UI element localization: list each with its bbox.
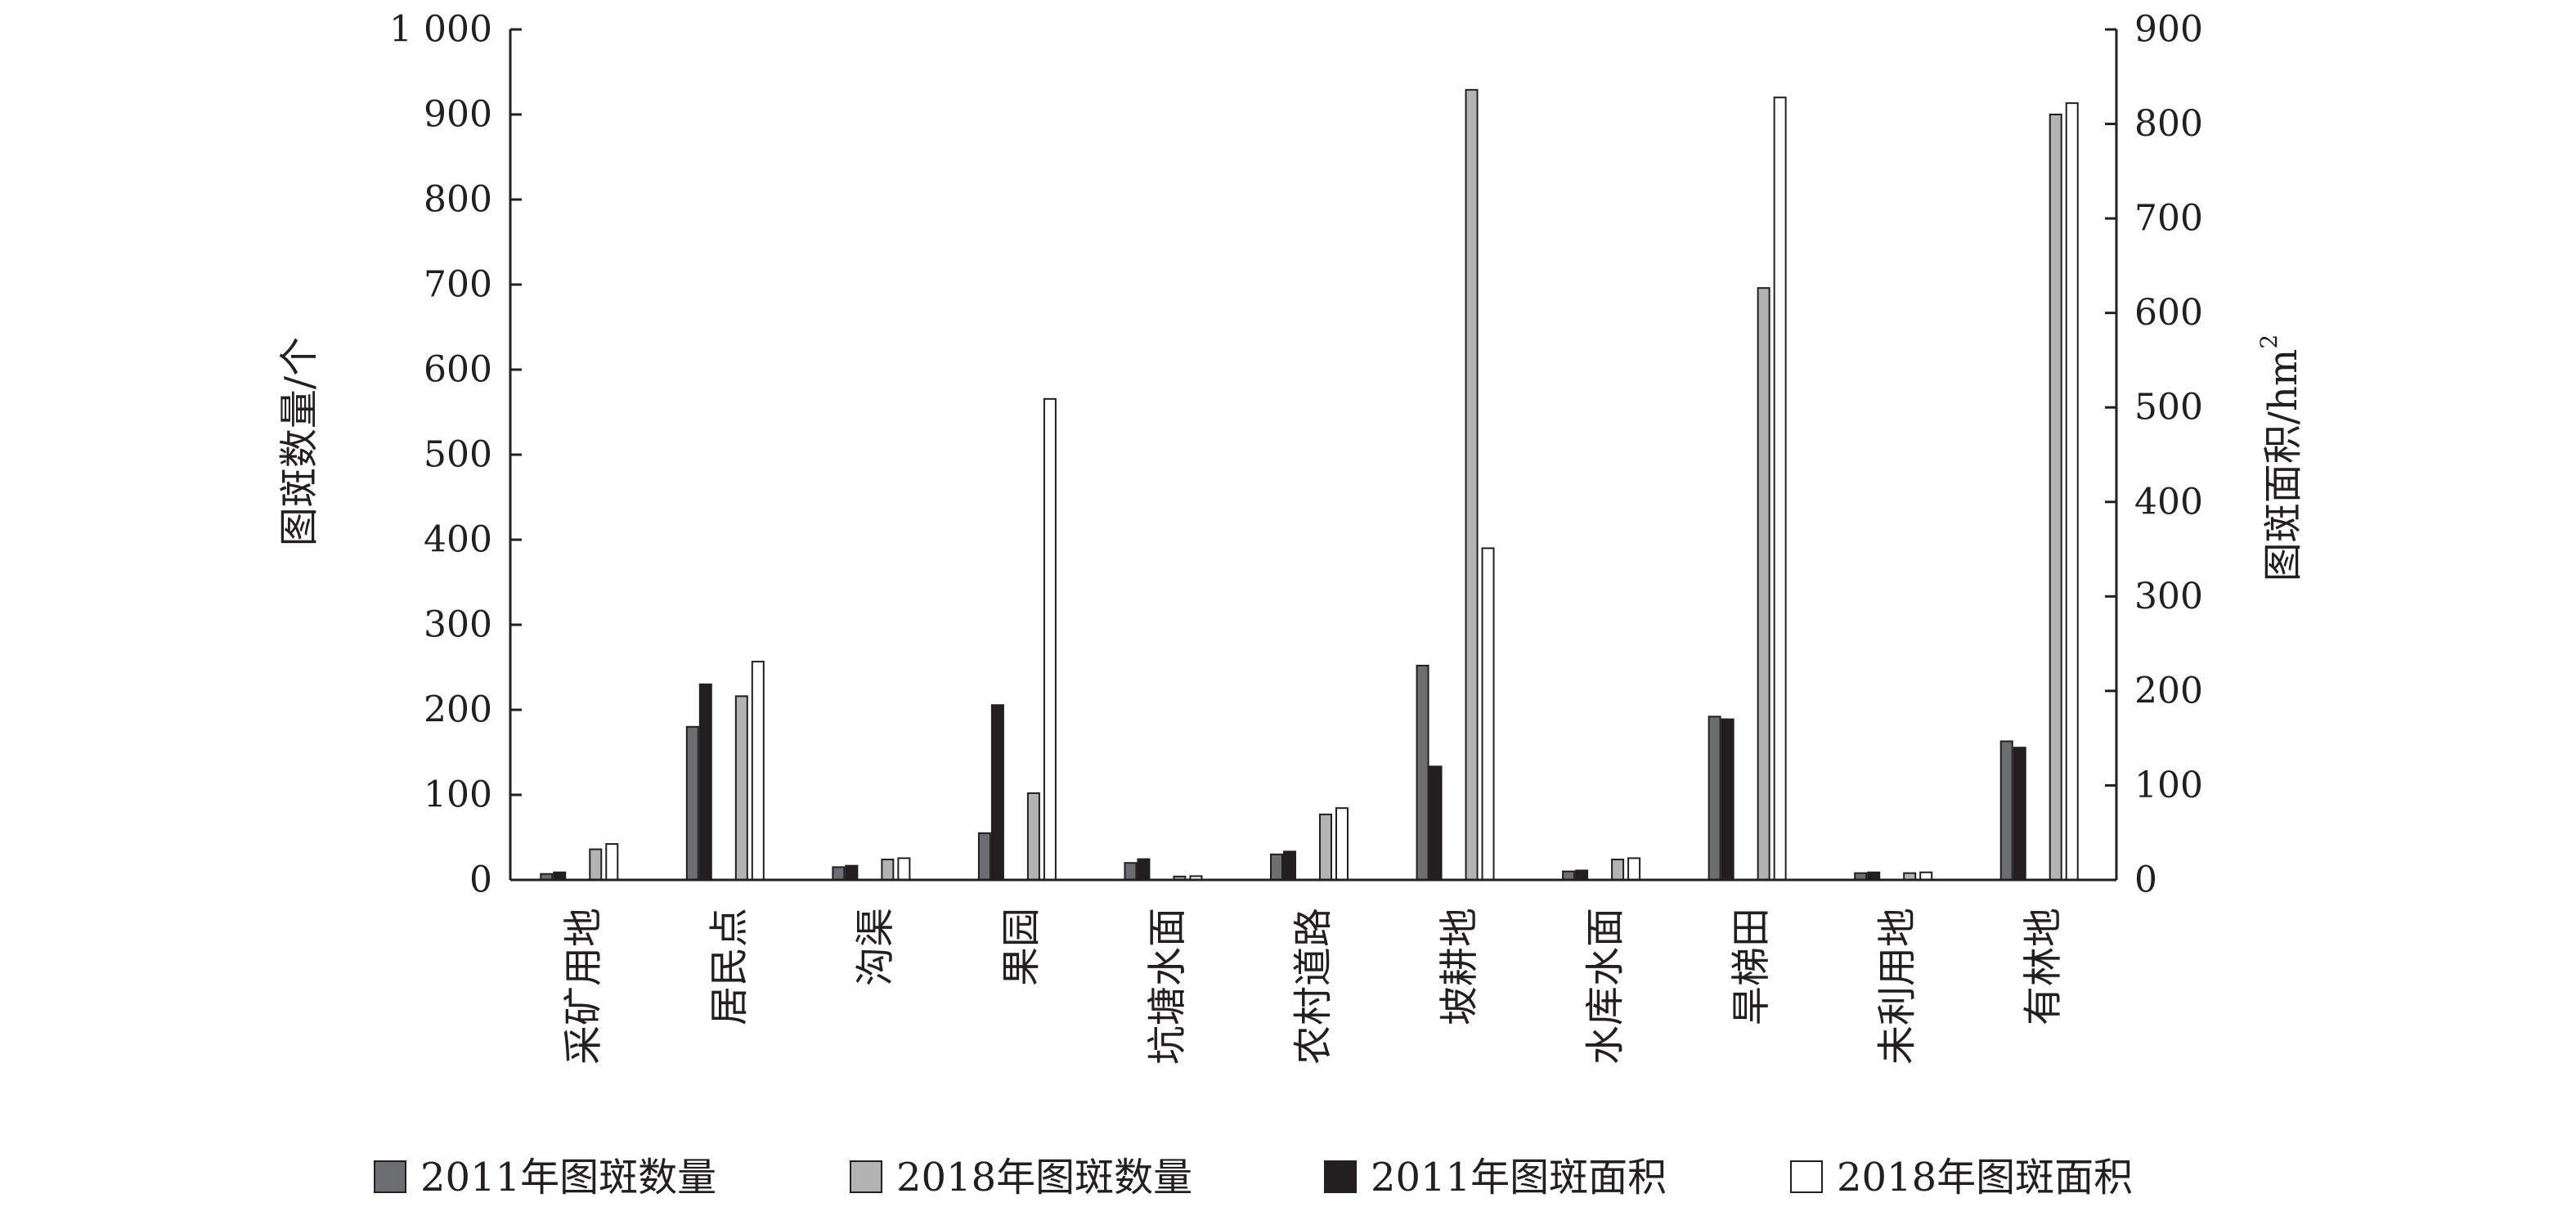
bar-1-2: [845, 864, 859, 881]
bar-1-6: [1429, 765, 1443, 881]
legend: 2011年图斑数量 2018年图斑数量 2011年图斑面积 2018年图斑面积: [374, 1155, 2133, 1200]
right-tick-label: 200: [2134, 670, 2203, 711]
bar-3-7: [1627, 857, 1641, 882]
bar-3-8: [1773, 96, 1787, 881]
legend-label: 2011年图斑面积: [1371, 1155, 1667, 1200]
category-label: 有林地: [2021, 908, 2067, 1025]
left-tick-label: 700: [424, 264, 492, 306]
axes-layer: [509, 29, 2118, 882]
bar-3-2: [897, 857, 911, 882]
category-label: 沟渠: [852, 908, 898, 986]
bar-1-7: [1575, 869, 1589, 882]
bar-2-8: [1757, 287, 1770, 882]
bar-3-6: [1481, 547, 1495, 882]
category-label: 坡耕地: [1437, 908, 1483, 1025]
right-axis-ticks: 0 100 200 300 400 500 600 700 800 900: [2105, 9, 2203, 901]
right-tick-label: 300: [2134, 576, 2203, 617]
bar-3-1: [751, 661, 765, 881]
left-axis-ticks: 0 100 200 300 400 500 600 700 800 900 1 000: [389, 9, 522, 901]
right-tick-label: 0: [2134, 859, 2157, 901]
bar-2-6: [1465, 88, 1479, 881]
left-tick-label: 900: [424, 94, 492, 136]
category-label: 农村道路: [1290, 908, 1336, 1065]
left-tick-label: 200: [424, 689, 492, 731]
bar-3-5: [1335, 807, 1349, 882]
legend-label: 2011年图斑数量: [420, 1155, 716, 1200]
bar-3-10: [2065, 102, 2079, 881]
y-axis-right-title-main: 图斑面积/hm: [2260, 349, 2306, 582]
bar-3-3: [1043, 397, 1057, 882]
bar-0-5: [1270, 853, 1283, 882]
left-tick-label: 600: [424, 349, 492, 391]
bar-0-10: [1999, 740, 2013, 881]
bar-3-0: [605, 843, 619, 881]
bar-1-4: [1137, 858, 1151, 881]
bar-2-2: [881, 859, 895, 882]
category-label: 未利用地: [1874, 908, 1920, 1065]
left-tick-label: 300: [424, 604, 492, 646]
left-tick-label: 800: [424, 179, 492, 221]
bar-1-3: [990, 704, 1004, 881]
bar-2-7: [1611, 859, 1625, 882]
legend-swatch: [1790, 1160, 1823, 1193]
category-labels: 采矿用地 居民点 沟渠 果园 坑塘水面 农村道路 坡耕地 水库水面 旱梯田 未利用地 有林地: [560, 908, 2066, 1065]
right-tick-label: 800: [2134, 103, 2203, 145]
right-tick-label: 600: [2134, 292, 2203, 334]
left-tick-label: 100: [424, 774, 492, 816]
right-tick-label: 900: [2134, 9, 2203, 51]
y-axis-left-title: 图斑数量/个: [276, 337, 322, 546]
right-tick-label: 400: [2134, 481, 2203, 523]
bar-0-2: [832, 866, 846, 882]
right-tick-label: 700: [2134, 198, 2203, 240]
bar-0-8: [1708, 716, 1721, 881]
bar-2-3: [1026, 792, 1040, 881]
bar-2-5: [1319, 813, 1332, 881]
right-tick-label: 500: [2134, 387, 2203, 429]
bar-1-8: [1721, 718, 1735, 881]
category-label: 居民点: [707, 908, 752, 1025]
bar-0-7: [1562, 870, 1576, 881]
bar-0-3: [977, 832, 991, 881]
bar-1-10: [2013, 747, 2026, 881]
legend-label: 2018年图斑面积: [1837, 1155, 2133, 1200]
bar-0-1: [685, 725, 699, 881]
bar-2-1: [734, 695, 748, 881]
y-axis-right-title-sup: 2: [2255, 334, 2282, 349]
legend-swatch: [1324, 1160, 1357, 1193]
category-label: 水库水面: [1582, 908, 1628, 1065]
left-tick-label: 1 000: [389, 9, 492, 51]
y-axis-right-title: 图斑面积/hm2: [2255, 334, 2307, 581]
bar-0-6: [1416, 664, 1429, 881]
legend-swatch: [374, 1160, 406, 1193]
bar-1-5: [1283, 850, 1296, 882]
bar-2-0: [589, 848, 603, 882]
legend-swatch: [850, 1160, 882, 1193]
bar-0-4: [1124, 862, 1138, 881]
right-tick-label: 100: [2134, 765, 2203, 806]
category-label: 果园: [999, 908, 1044, 986]
category-label: 采矿用地: [560, 908, 606, 1065]
bar-1-1: [698, 683, 712, 881]
left-tick-label: 400: [424, 519, 492, 561]
category-label: 旱梯田: [1729, 908, 1775, 1025]
left-tick-label: 0: [469, 859, 492, 901]
legend-label: 2018年图斑数量: [896, 1155, 1192, 1200]
bar-2-10: [2049, 114, 2062, 881]
left-tick-label: 500: [424, 434, 492, 476]
category-label: 坑塘水面: [1144, 908, 1190, 1065]
bars-layer: [540, 88, 2079, 882]
